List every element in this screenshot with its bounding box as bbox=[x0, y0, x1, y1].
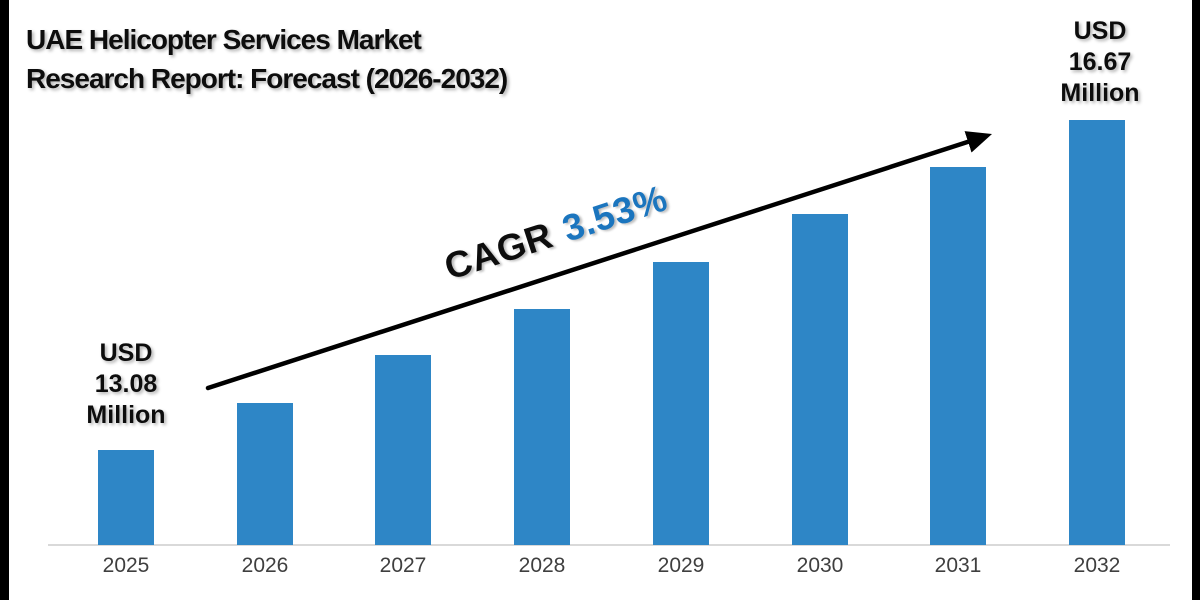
right-letterbox-bar bbox=[1192, 0, 1200, 600]
x-tick-2027: 2027 bbox=[379, 554, 427, 577]
end-value-line1: USD bbox=[1073, 17, 1127, 45]
start-value-line3: Million bbox=[86, 401, 166, 429]
bar-2028 bbox=[514, 309, 570, 545]
chart-title-line1: UAE Helicopter Services Market bbox=[26, 24, 422, 55]
x-axis-line bbox=[48, 544, 1170, 546]
start-value-line2: 13.08 bbox=[94, 370, 158, 398]
x-tick-2026: 2026 bbox=[241, 554, 289, 577]
bar-2030 bbox=[792, 214, 848, 545]
bar-2031 bbox=[930, 167, 986, 545]
end-value-line3: Million bbox=[1060, 79, 1140, 107]
left-letterbox-bar bbox=[0, 0, 9, 600]
x-tick-2025: 2025 bbox=[102, 554, 150, 577]
bar-2027 bbox=[375, 355, 431, 545]
chart-title: UAE Helicopter Services Market Research … bbox=[26, 20, 508, 98]
chart-title-line2: Research Report: Forecast (2026-2032) bbox=[26, 63, 508, 94]
start-value-label: USD 13.08 Million bbox=[86, 338, 165, 431]
end-value-label: USD 16.67 Million bbox=[1060, 16, 1139, 109]
x-tick-2029: 2029 bbox=[657, 554, 705, 577]
start-value-line1: USD bbox=[99, 339, 153, 367]
bar-2025 bbox=[98, 450, 154, 545]
x-tick-2032: 2032 bbox=[1073, 554, 1121, 577]
x-tick-2031: 2031 bbox=[934, 554, 982, 577]
bar-2026 bbox=[237, 403, 293, 545]
bar-2032 bbox=[1069, 120, 1125, 545]
bar-2029 bbox=[653, 262, 709, 545]
x-tick-2028: 2028 bbox=[518, 554, 566, 577]
end-value-line2: 16.67 bbox=[1068, 48, 1132, 76]
x-tick-2030: 2030 bbox=[796, 554, 844, 577]
